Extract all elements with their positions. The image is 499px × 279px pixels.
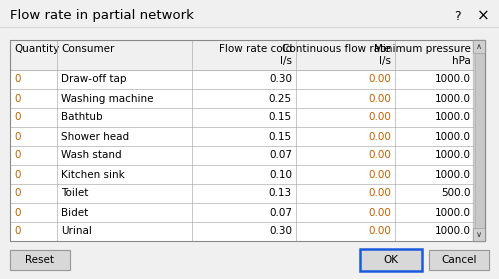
Text: 1000.0: 1000.0 bbox=[435, 208, 471, 218]
Text: 0.25: 0.25 bbox=[269, 93, 292, 104]
Text: 500.0: 500.0 bbox=[442, 189, 471, 198]
Text: Minimum pressure: Minimum pressure bbox=[374, 44, 471, 54]
Text: 0.00: 0.00 bbox=[368, 93, 391, 104]
Text: 0.30: 0.30 bbox=[269, 227, 292, 237]
Text: 0.15: 0.15 bbox=[269, 131, 292, 141]
Text: Bathtub: Bathtub bbox=[61, 112, 103, 122]
Text: 0: 0 bbox=[14, 150, 20, 160]
Text: 0.00: 0.00 bbox=[368, 208, 391, 218]
Bar bbox=[10, 40, 485, 241]
Text: 0.00: 0.00 bbox=[368, 189, 391, 198]
Text: 0.15: 0.15 bbox=[269, 112, 292, 122]
Text: Consumer: Consumer bbox=[61, 44, 114, 54]
Text: l/s: l/s bbox=[379, 56, 391, 66]
Text: 0: 0 bbox=[14, 112, 20, 122]
Text: Flow rate cold: Flow rate cold bbox=[219, 44, 292, 54]
Text: 1000.0: 1000.0 bbox=[435, 150, 471, 160]
Bar bbox=[361, 250, 421, 270]
Text: 0.10: 0.10 bbox=[269, 170, 292, 179]
Text: 0: 0 bbox=[14, 93, 20, 104]
Text: 0.00: 0.00 bbox=[368, 74, 391, 85]
Bar bbox=[360, 249, 422, 271]
Bar bbox=[10, 40, 473, 70]
Text: Cancel: Cancel bbox=[441, 255, 477, 265]
Text: Reset: Reset bbox=[25, 255, 54, 265]
Text: 0.00: 0.00 bbox=[368, 131, 391, 141]
Text: 0.13: 0.13 bbox=[269, 189, 292, 198]
Text: 0: 0 bbox=[14, 170, 20, 179]
Bar bbox=[429, 250, 489, 270]
Bar bbox=[473, 40, 485, 53]
Text: 0.07: 0.07 bbox=[269, 208, 292, 218]
Text: 0.30: 0.30 bbox=[269, 74, 292, 85]
Bar bbox=[10, 250, 70, 270]
Bar bbox=[473, 40, 485, 53]
Text: Continuous flow rate: Continuous flow rate bbox=[282, 44, 391, 54]
Text: 0: 0 bbox=[14, 131, 20, 141]
Text: 1000.0: 1000.0 bbox=[435, 227, 471, 237]
Text: 0: 0 bbox=[14, 74, 20, 85]
Text: Kitchen sink: Kitchen sink bbox=[61, 170, 125, 179]
Bar bbox=[473, 228, 485, 241]
Text: 0: 0 bbox=[14, 227, 20, 237]
Text: ∨: ∨ bbox=[476, 230, 482, 239]
Text: 1000.0: 1000.0 bbox=[435, 74, 471, 85]
Text: 0.00: 0.00 bbox=[368, 150, 391, 160]
Text: ∧: ∧ bbox=[476, 42, 482, 51]
Text: 0.00: 0.00 bbox=[368, 112, 391, 122]
Text: 1000.0: 1000.0 bbox=[435, 170, 471, 179]
Text: Flow rate in partial network: Flow rate in partial network bbox=[10, 9, 194, 23]
Text: 1000.0: 1000.0 bbox=[435, 131, 471, 141]
Text: Toilet: Toilet bbox=[61, 189, 88, 198]
Text: Urinal: Urinal bbox=[61, 227, 92, 237]
Text: ×: × bbox=[477, 8, 490, 23]
Text: Wash stand: Wash stand bbox=[61, 150, 122, 160]
Text: 0: 0 bbox=[14, 208, 20, 218]
Bar bbox=[473, 40, 485, 241]
Text: Quantity: Quantity bbox=[14, 44, 59, 54]
Text: 0.07: 0.07 bbox=[269, 150, 292, 160]
Text: ?: ? bbox=[454, 9, 460, 23]
Text: Draw-off tap: Draw-off tap bbox=[61, 74, 127, 85]
Text: OK: OK bbox=[384, 255, 399, 265]
Bar bbox=[10, 250, 70, 270]
Text: hPa: hPa bbox=[452, 56, 471, 66]
Text: 0.00: 0.00 bbox=[368, 227, 391, 237]
Text: Bidet: Bidet bbox=[61, 208, 88, 218]
Text: Washing machine: Washing machine bbox=[61, 93, 154, 104]
Text: 0: 0 bbox=[14, 189, 20, 198]
Text: 1000.0: 1000.0 bbox=[435, 112, 471, 122]
Text: 1000.0: 1000.0 bbox=[435, 93, 471, 104]
Text: 0.00: 0.00 bbox=[368, 170, 391, 179]
Bar bbox=[10, 40, 485, 241]
Bar bbox=[473, 228, 485, 241]
Text: l/s: l/s bbox=[280, 56, 292, 66]
Text: Shower head: Shower head bbox=[61, 131, 129, 141]
Bar bbox=[429, 250, 489, 270]
